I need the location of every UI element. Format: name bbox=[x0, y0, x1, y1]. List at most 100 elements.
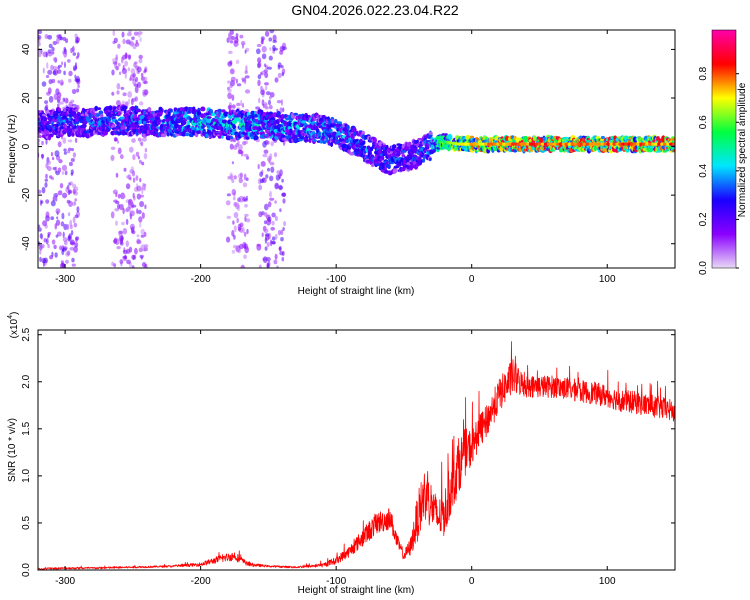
noise-speckle bbox=[76, 88, 80, 93]
noise-speckle bbox=[129, 177, 132, 181]
noise-speckle bbox=[40, 243, 45, 249]
ridge-cell bbox=[90, 132, 94, 137]
x-tick-label: 100 bbox=[599, 274, 616, 285]
ridge-cell bbox=[387, 164, 391, 169]
noise-speckle bbox=[141, 137, 147, 142]
y-tick-label: 1.0 bbox=[21, 468, 32, 482]
x-tick-label: -300 bbox=[55, 274, 75, 285]
ridge-cell bbox=[160, 108, 164, 113]
ridge-cell bbox=[253, 114, 259, 118]
noise-speckle bbox=[244, 198, 248, 202]
ridge-cell bbox=[148, 107, 152, 112]
noise-speckle bbox=[281, 257, 285, 262]
noise-speckle bbox=[45, 108, 50, 115]
noise-speckle bbox=[276, 265, 279, 268]
spectrogram-xlabel: Height of straight line (km) bbox=[298, 286, 415, 297]
noise-speckle bbox=[47, 49, 52, 54]
noise-speckle bbox=[70, 229, 74, 236]
noise-speckle bbox=[233, 175, 237, 180]
noise-speckle bbox=[263, 228, 269, 233]
noise-speckle bbox=[63, 223, 68, 231]
noise-speckle bbox=[45, 211, 50, 219]
noise-speckle bbox=[112, 57, 116, 63]
ridge-cell bbox=[600, 135, 605, 140]
noise-speckle bbox=[143, 152, 148, 160]
noise-speckle bbox=[264, 102, 268, 107]
noise-speckle bbox=[121, 31, 125, 38]
noise-speckle bbox=[111, 91, 115, 96]
noise-speckle bbox=[117, 62, 121, 67]
noise-speckle bbox=[264, 212, 268, 217]
ridge-cell bbox=[117, 111, 122, 116]
noise-speckle bbox=[229, 172, 233, 179]
noise-speckle bbox=[256, 43, 262, 48]
noise-speckle bbox=[64, 170, 68, 176]
noise-speckle bbox=[232, 137, 237, 143]
noise-speckle bbox=[72, 152, 77, 158]
noise-speckle bbox=[74, 74, 77, 79]
ridge-cell bbox=[230, 136, 234, 140]
snr-series-line bbox=[38, 341, 675, 570]
noise-speckle bbox=[135, 42, 140, 47]
noise-speckle bbox=[231, 188, 237, 196]
noise-speckle bbox=[236, 217, 239, 224]
noise-speckle bbox=[264, 72, 269, 79]
noise-speckle bbox=[126, 32, 132, 37]
ridge-cell bbox=[270, 119, 275, 124]
noise-speckle bbox=[263, 63, 267, 67]
ridge-cell bbox=[231, 128, 237, 132]
noise-speckle bbox=[266, 141, 270, 145]
noise-speckle bbox=[126, 259, 131, 265]
noise-speckle bbox=[74, 201, 77, 206]
noise-speckle bbox=[51, 51, 55, 55]
ridge-cell bbox=[73, 111, 77, 115]
ridge-cell bbox=[281, 113, 285, 120]
noise-speckle bbox=[282, 107, 285, 113]
noise-speckle bbox=[125, 240, 129, 247]
noise-speckle bbox=[264, 82, 269, 86]
noise-speckle bbox=[68, 103, 72, 108]
noise-speckle bbox=[68, 78, 72, 83]
ridge-cell bbox=[305, 135, 309, 139]
noise-speckle bbox=[244, 231, 247, 237]
noise-speckle bbox=[74, 214, 79, 219]
noise-speckle bbox=[119, 203, 124, 211]
noise-speckle bbox=[226, 193, 231, 197]
ridge-cell bbox=[330, 142, 334, 147]
ridge-cell bbox=[124, 105, 128, 110]
noise-speckle bbox=[41, 81, 47, 87]
ridge-cell bbox=[532, 135, 537, 141]
noise-speckle bbox=[118, 71, 122, 76]
noise-speckle bbox=[243, 77, 247, 85]
ridge-cell bbox=[361, 130, 365, 136]
ridge-cell bbox=[322, 140, 327, 145]
noise-speckle bbox=[278, 173, 282, 180]
noise-speckle bbox=[137, 137, 142, 142]
snr-multiplier-close: ) bbox=[9, 312, 20, 315]
noise-speckle bbox=[228, 32, 232, 40]
noise-speckle bbox=[41, 186, 46, 194]
noise-speckle bbox=[54, 150, 60, 157]
ridge-cell bbox=[256, 124, 260, 127]
noise-speckle bbox=[74, 198, 77, 202]
ridge-cell bbox=[428, 157, 432, 161]
colorbar: 0.0 0.2 0.4 0.6 0.8 Normalized spectral ampl… bbox=[698, 29, 748, 275]
noise-speckle bbox=[53, 244, 57, 250]
noise-speckle bbox=[115, 220, 118, 226]
noise-speckle bbox=[124, 254, 127, 260]
noise-speckle bbox=[144, 148, 148, 153]
ridge-cell bbox=[177, 124, 183, 129]
ridge-cell bbox=[408, 141, 412, 146]
ridge-cell bbox=[206, 116, 212, 119]
noise-speckle bbox=[112, 30, 116, 36]
noise-speckle bbox=[268, 55, 273, 61]
x-tick-label: 0 bbox=[469, 274, 475, 285]
noise-speckle bbox=[273, 259, 278, 265]
ridge-cell bbox=[206, 120, 212, 124]
spectrogram-marks bbox=[38, 30, 675, 268]
noise-speckle bbox=[271, 236, 276, 241]
noise-speckle bbox=[42, 67, 45, 74]
noise-speckle bbox=[275, 233, 278, 240]
noise-speckle bbox=[244, 49, 247, 54]
noise-speckle bbox=[239, 172, 243, 178]
